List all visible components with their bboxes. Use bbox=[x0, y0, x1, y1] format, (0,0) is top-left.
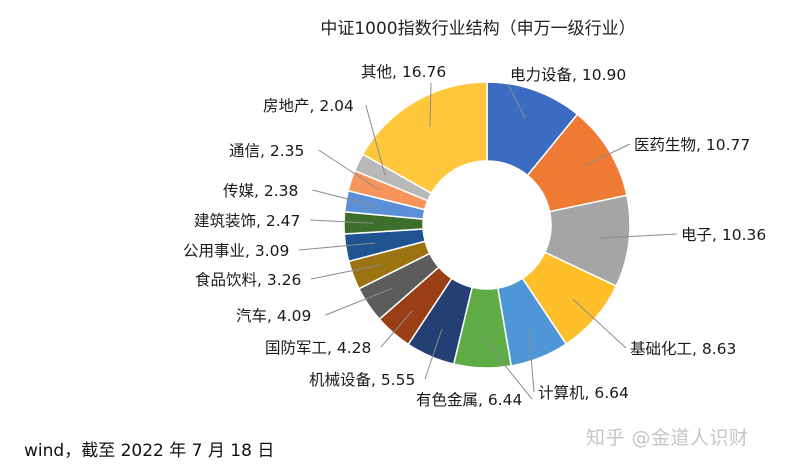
data-label-10: 公用事业, 3.09 bbox=[183, 242, 289, 260]
leader-line-15 bbox=[429, 82, 432, 127]
data-label-6: 机械设备, 5.55 bbox=[309, 371, 415, 389]
data-label-8: 汽车, 4.09 bbox=[236, 307, 311, 325]
data-label-9: 食品饮料, 3.26 bbox=[195, 271, 301, 289]
leader-line-2 bbox=[599, 233, 678, 239]
leader-lines-layer bbox=[298, 82, 678, 400]
data-label-12: 传媒, 2.38 bbox=[223, 182, 298, 200]
data-labels-layer: 电力设备, 10.90 医药生物, 10.77 电子, 10.36 基础化工, 8.6… bbox=[183, 63, 766, 409]
leader-line-14 bbox=[365, 104, 386, 176]
leader-line-10 bbox=[298, 242, 375, 251]
data-label-11: 建筑装饰, 2.47 bbox=[194, 212, 300, 230]
data-label-7: 国防军工, 4.28 bbox=[265, 339, 371, 357]
leader-line-0 bbox=[507, 83, 526, 119]
leader-line-9 bbox=[310, 264, 381, 280]
data-label-15: 其他, 16.76 bbox=[361, 63, 446, 81]
data-label-14: 房地产, 2.04 bbox=[263, 97, 354, 115]
slices-layer bbox=[343, 81, 631, 369]
slice-15 bbox=[361, 81, 488, 195]
data-label-3: 基础化工, 8.63 bbox=[630, 340, 736, 358]
leader-line-6 bbox=[424, 328, 443, 380]
leader-line-13 bbox=[318, 149, 380, 191]
leader-line-12 bbox=[312, 189, 376, 207]
leader-line-11 bbox=[309, 219, 374, 224]
data-label-5: 有色金属, 6.44 bbox=[416, 391, 522, 409]
leader-line-3 bbox=[572, 298, 627, 349]
leader-line-4 bbox=[528, 330, 535, 393]
source-note: wind，截至 2022 年 7 月 18 日 bbox=[24, 441, 275, 461]
watermark: 知乎 @金道人识财 bbox=[586, 427, 749, 449]
chart-title: 中证1000指数行业结构（申万一级行业） bbox=[320, 19, 635, 39]
leader-line-5 bbox=[482, 338, 533, 400]
data-label-0: 电力设备, 10.90 bbox=[510, 66, 626, 84]
leader-line-8 bbox=[325, 287, 393, 316]
leader-line-1 bbox=[583, 143, 631, 167]
data-label-2: 电子, 10.36 bbox=[681, 226, 766, 244]
data-label-1: 医药生物, 10.77 bbox=[634, 136, 750, 154]
data-label-4: 计算机, 6.64 bbox=[538, 383, 629, 402]
data-label-13: 通信, 2.35 bbox=[229, 142, 304, 160]
leader-line-7 bbox=[380, 310, 413, 348]
